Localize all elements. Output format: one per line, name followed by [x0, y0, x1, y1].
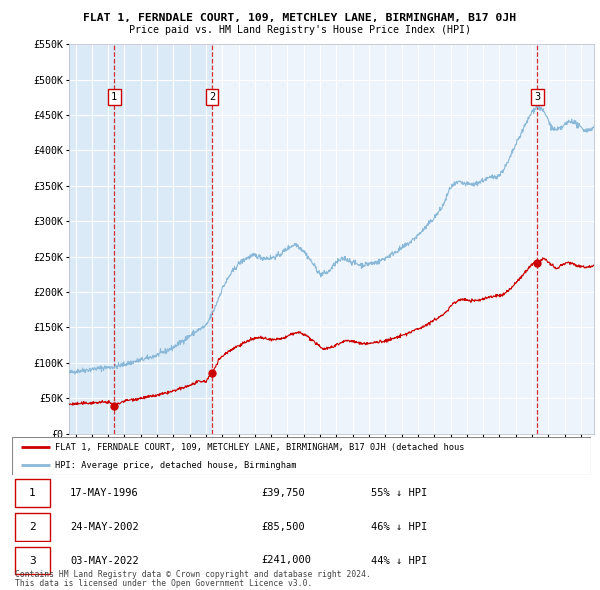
Text: 55% ↓ HPI: 55% ↓ HPI	[371, 489, 427, 498]
Text: 1: 1	[111, 92, 118, 102]
Text: 3: 3	[29, 556, 35, 565]
Text: £241,000: £241,000	[261, 556, 311, 565]
Text: 2: 2	[29, 522, 35, 532]
Text: 46% ↓ HPI: 46% ↓ HPI	[371, 522, 427, 532]
Bar	[212, 44, 538, 434]
Text: FLAT 1, FERNDALE COURT, 109, METCHLEY LANE, BIRMINGHAM, B17 0JH (detached hous: FLAT 1, FERNDALE COURT, 109, METCHLEY LA…	[55, 443, 465, 452]
Text: 24-MAY-2002: 24-MAY-2002	[70, 522, 139, 532]
FancyBboxPatch shape	[15, 513, 50, 540]
Text: 3: 3	[534, 92, 541, 102]
Text: HPI: Average price, detached house, Birmingham: HPI: Average price, detached house, Birm…	[55, 461, 297, 470]
Text: 03-MAY-2022: 03-MAY-2022	[70, 556, 139, 565]
Text: 2: 2	[209, 92, 215, 102]
Text: Price paid vs. HM Land Registry's House Price Index (HPI): Price paid vs. HM Land Registry's House …	[129, 25, 471, 35]
Text: 17-MAY-1996: 17-MAY-1996	[70, 489, 139, 498]
Text: FLAT 1, FERNDALE COURT, 109, METCHLEY LANE, BIRMINGHAM, B17 0JH: FLAT 1, FERNDALE COURT, 109, METCHLEY LA…	[83, 13, 517, 23]
Text: Contains HM Land Registry data © Crown copyright and database right 2024.: Contains HM Land Registry data © Crown c…	[15, 571, 371, 579]
Bar	[69, 44, 212, 434]
Text: 44% ↓ HPI: 44% ↓ HPI	[371, 556, 427, 565]
FancyBboxPatch shape	[15, 547, 50, 574]
Text: £39,750: £39,750	[261, 489, 305, 498]
FancyBboxPatch shape	[15, 480, 50, 507]
Text: 1: 1	[29, 489, 35, 498]
Bar	[538, 44, 594, 434]
Text: This data is licensed under the Open Government Licence v3.0.: This data is licensed under the Open Gov…	[15, 579, 313, 588]
Text: £85,500: £85,500	[261, 522, 305, 532]
